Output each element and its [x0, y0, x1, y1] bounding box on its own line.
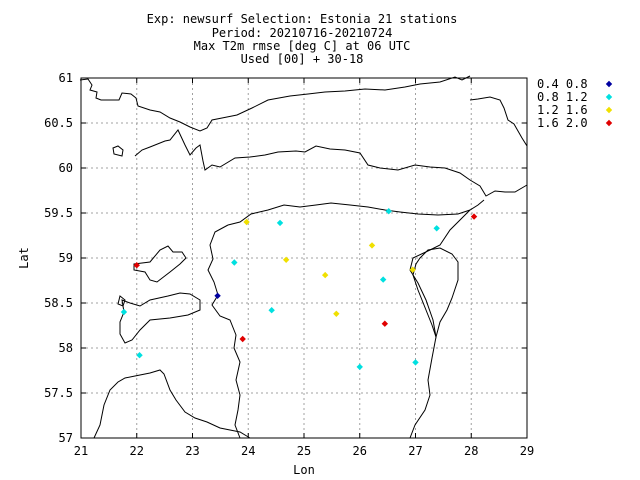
y-tick-label: 57 [59, 431, 73, 445]
station-markers [120, 208, 478, 371]
station-marker [268, 307, 275, 314]
station-marker [381, 320, 389, 327]
station-marker [470, 213, 478, 220]
coastline [79, 75, 528, 439]
finland-gulf-coast [134, 129, 528, 197]
station-marker [231, 259, 238, 266]
title-line-4: Used [00] + 30-18 [241, 52, 364, 66]
station-marker [282, 256, 290, 263]
x-axis-ticks: 21 22 23 24 25 26 27 28 29 [74, 78, 534, 458]
y-tick-label: 58.5 [44, 296, 73, 310]
legend-label: 1.6 2.0 [537, 116, 588, 130]
finland-coast [79, 75, 471, 132]
legend-marker [605, 80, 613, 88]
y-tick-label: 61 [59, 71, 73, 85]
y-tick-label: 59.5 [44, 206, 73, 220]
legend: 0.4 0.80.8 1.21.2 1.61.6 2.0 [537, 77, 613, 130]
legend-marker [605, 106, 613, 114]
legend-label: 1.2 1.6 [537, 103, 588, 117]
y-tick-label: 60.5 [44, 116, 73, 130]
station-marker [412, 359, 419, 366]
x-tick-label: 27 [408, 444, 422, 458]
title-line-2: Period: 20210716-20210724 [212, 26, 393, 40]
y-tick-label: 60 [59, 161, 73, 175]
x-tick-label: 26 [353, 444, 367, 458]
legend-marker [605, 93, 613, 101]
lake-peipus [412, 247, 459, 339]
station-marker [214, 292, 221, 299]
x-tick-label: 25 [297, 444, 311, 458]
station-marker [239, 335, 246, 343]
station-marker [120, 308, 128, 316]
station-marker [385, 208, 392, 215]
x-tick-label: 24 [241, 444, 255, 458]
saaremaa [119, 292, 201, 344]
station-marker [409, 266, 416, 273]
x-axis-label: Lon [293, 463, 315, 477]
estonia-east-border [409, 209, 471, 439]
estonia-west-coast [207, 224, 241, 439]
title-line-1: Exp: newsurf Selection: Estonia 21 stati… [147, 12, 458, 26]
chart-title: Exp: newsurf Selection: Estonia 21 stati… [147, 12, 458, 66]
x-tick-label: 22 [130, 444, 144, 458]
station-marker [321, 271, 329, 279]
western-small-island [117, 295, 126, 307]
station-marker [433, 225, 440, 232]
x-tick-label: 21 [74, 444, 88, 458]
legend-label: 0.8 1.2 [537, 90, 588, 104]
legend-marker [605, 119, 613, 127]
y-axis-ticks: 57 57.5 58 58.5 59 59.5 60 60.5 61 [44, 71, 527, 445]
finland-coast-east [469, 96, 528, 147]
station-marker [133, 262, 140, 269]
hiiumaa [133, 245, 187, 283]
latvia-coast [93, 369, 251, 439]
y-axis-label: Lat [17, 247, 31, 269]
y-tick-label: 58 [59, 341, 73, 355]
grid [81, 78, 527, 438]
station-marker [276, 219, 284, 227]
station-marker [333, 310, 340, 317]
aland-small-island [112, 145, 124, 157]
station-marker [379, 276, 387, 283]
station-marker [368, 242, 376, 249]
station-marker [356, 363, 363, 371]
estonia-north-coast [227, 199, 485, 226]
legend-label: 0.4 0.8 [537, 77, 588, 91]
title-line-3: Max T2m rmse [deg C] at 06 UTC [194, 39, 411, 53]
y-tick-label: 59 [59, 251, 73, 265]
y-tick-label: 57.5 [44, 386, 73, 400]
station-marker [136, 352, 143, 359]
station-marker [243, 218, 250, 226]
x-tick-label: 29 [520, 444, 534, 458]
x-tick-label: 23 [185, 444, 199, 458]
x-tick-label: 28 [464, 444, 478, 458]
